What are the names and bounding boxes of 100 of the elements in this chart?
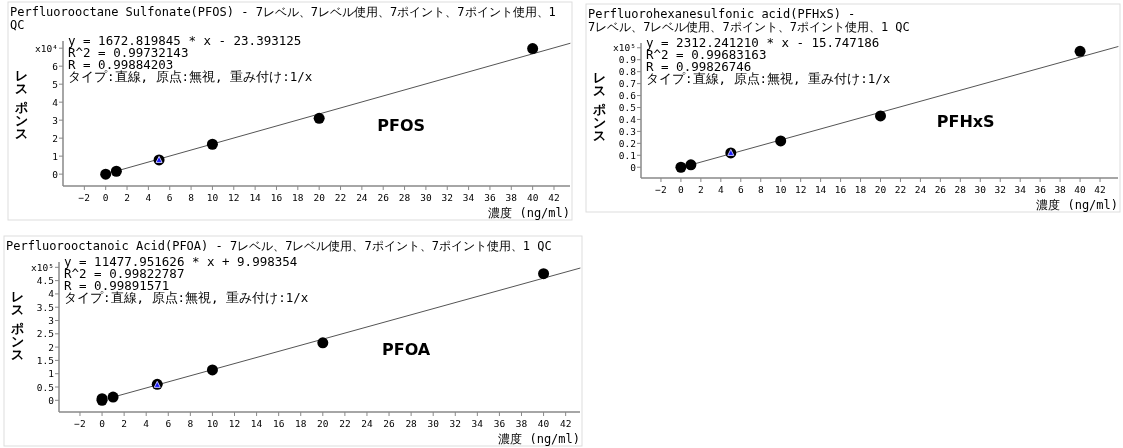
- y-tick-label: 0.5: [618, 102, 636, 114]
- x-tick-label: 40: [526, 192, 539, 203]
- x-tick-label: −2: [74, 418, 86, 429]
- x-tick-label: 24: [356, 192, 368, 203]
- x-tick-label: 34: [1014, 184, 1027, 195]
- x-tick-label: 28: [398, 192, 411, 203]
- x-tick-label: 8: [188, 192, 195, 203]
- x-tick-label: 8: [187, 418, 194, 429]
- y-tick-label: x10⁵: [613, 42, 636, 54]
- x-tick-label: 10: [774, 184, 787, 195]
- x-tick-label: 8: [757, 184, 764, 195]
- x-tick-label: 34: [471, 418, 484, 429]
- y-tick-label: 4: [48, 288, 55, 300]
- y-tick-label: x10⁴: [35, 42, 58, 54]
- chart-title: Perfluorooctane Sulfonate(PFOS) - 7レベル、7レベル使用、7ポイント、7ポイント使用、1 QC: [10, 5, 556, 32]
- x-tick-label: 26: [377, 192, 390, 203]
- annotation: R = 0.99884203: [68, 57, 174, 72]
- x-tick-label: 42: [1094, 184, 1106, 195]
- y-tick-label: 3: [52, 114, 58, 126]
- y-tick-label: 2: [48, 341, 54, 353]
- x-tick-label: 0: [678, 184, 685, 195]
- x-tick-label: 26: [934, 184, 947, 195]
- x-tick-label: 28: [954, 184, 967, 195]
- y-axis-title: レスポンス: [592, 63, 608, 141]
- x-axis-title: 濃度 (ng/ml): [488, 206, 570, 220]
- x-tick-label: 32: [441, 192, 453, 203]
- x-tick-label: −2: [78, 192, 91, 203]
- x-tick-label: 4: [717, 184, 724, 195]
- annotation: タイプ:直線, 原点:無視, 重み付け:1/x: [646, 71, 891, 86]
- point: [206, 138, 218, 150]
- y-tick-label: x10⁵: [31, 261, 54, 273]
- x-tick-label: 12: [228, 418, 241, 429]
- y-tick-label: 0.6: [618, 90, 637, 102]
- y-tick-label: 2.5: [36, 328, 54, 340]
- x-tick-label: 2: [698, 184, 704, 195]
- x-tick-label: 30: [420, 192, 432, 203]
- y-tick-label: 0.4: [618, 113, 637, 125]
- x-tick-label: 22: [339, 418, 351, 429]
- x-tick-label: 16: [270, 192, 283, 203]
- x-tick-label: 2: [124, 192, 130, 203]
- x-tick-label: 10: [206, 192, 219, 203]
- x-tick-label: 18: [854, 184, 867, 195]
- x-tick-label: 6: [166, 192, 173, 203]
- point: [675, 161, 687, 173]
- x-tick-label: 16: [272, 418, 285, 429]
- x-tick-label: 20: [313, 192, 326, 203]
- y-tick-label: 3.5: [36, 301, 54, 313]
- x-tick-label: 4: [143, 418, 150, 429]
- x-tick-label: 14: [249, 192, 262, 203]
- x-tick-label: 42: [548, 192, 560, 203]
- y-tick-label: 0: [630, 161, 637, 173]
- x-tick-label: 22: [894, 184, 907, 195]
- x-tick-label: 22: [334, 192, 347, 203]
- x-tick-label: 32: [449, 418, 461, 429]
- point: [875, 110, 886, 122]
- annotation: タイプ:直線, 原点:無視, 重み付け:1/x: [68, 69, 313, 84]
- x-tick-label: 36: [1034, 184, 1047, 195]
- x-tick-label: 42: [559, 418, 572, 429]
- x-tick-label: 6: [165, 418, 172, 429]
- x-axis-title: 濃度 (ng/ml): [498, 432, 580, 446]
- point: [685, 159, 697, 171]
- annotation: R = 0.99826746: [646, 59, 752, 74]
- point: [1074, 45, 1086, 57]
- y-tick-label: 4.5: [36, 275, 54, 287]
- point: [775, 135, 787, 147]
- y-axis-title: レスポンス: [14, 61, 30, 139]
- y-tick-label: 3: [48, 315, 54, 327]
- annotation: タイプ:直線, 原点:無視, 重み付け:1/x: [64, 290, 309, 305]
- annotation: y = 2312.241210 * x - 15.747186: [646, 35, 880, 50]
- x-tick-label: 36: [493, 418, 506, 429]
- x-tick-label: 28: [405, 418, 418, 429]
- annotation: PFOA: [382, 340, 431, 359]
- x-tick-label: 38: [505, 192, 518, 203]
- y-tick-label: 0: [48, 394, 55, 406]
- x-tick-label: 12: [794, 184, 807, 195]
- point: [107, 391, 119, 403]
- y-tick-label: 0.5: [36, 381, 54, 393]
- x-tick-label: 38: [1054, 184, 1067, 195]
- x-tick-label: 30: [974, 184, 987, 195]
- y-tick-label: 5: [52, 78, 58, 90]
- annotation: PFOS: [377, 115, 426, 135]
- point: [317, 337, 329, 349]
- y-tick-label: 1: [48, 368, 55, 380]
- x-tick-label: −2: [655, 184, 667, 195]
- x-tick-label: 30: [427, 418, 440, 429]
- y-tick-label: 0.3: [618, 125, 636, 137]
- annotation: PFHxS: [936, 111, 995, 131]
- point: [527, 43, 539, 55]
- point: [206, 364, 218, 376]
- chart-title: Perfluorooctanoic Acid(PFOA) - 7レベル、7レベル使用、7ポイント、7ポイント使用、1 QC: [6, 239, 552, 253]
- x-tick-label: 24: [361, 418, 373, 429]
- x-tick-label: 12: [228, 192, 240, 203]
- y-tick-label: 0.9: [618, 54, 637, 66]
- y-tick-label: 6: [52, 60, 59, 72]
- x-tick-label: 40: [1074, 184, 1087, 195]
- x-tick-label: 4: [145, 192, 152, 203]
- y-tick-label: 0.1: [618, 149, 637, 161]
- y-tick-label: 0.7: [618, 78, 636, 90]
- x-tick-label: 10: [206, 418, 219, 429]
- x-tick-label: 14: [250, 418, 263, 429]
